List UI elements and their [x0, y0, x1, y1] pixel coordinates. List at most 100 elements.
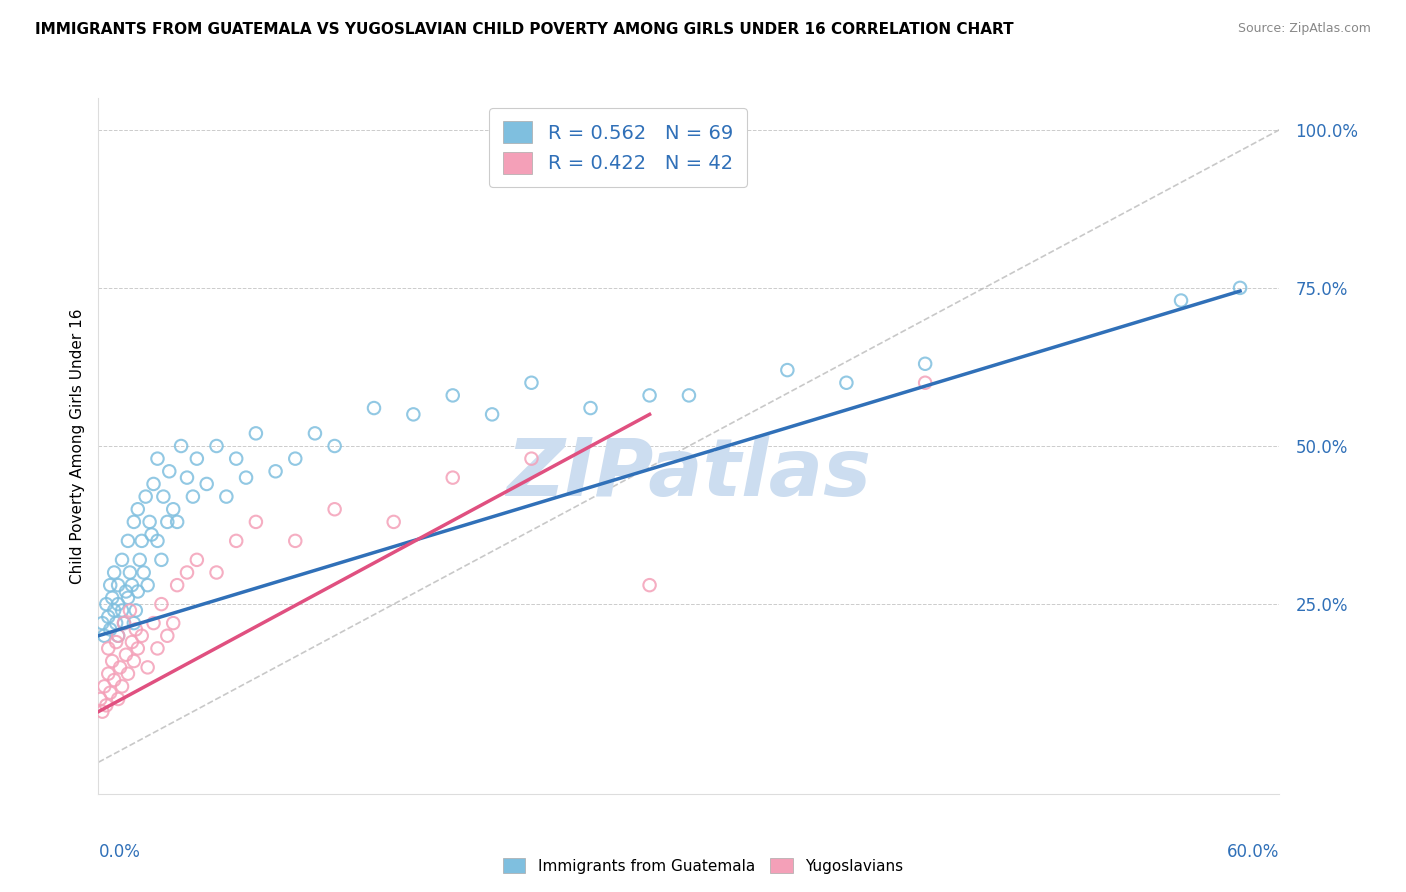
Point [166, 515, 188, 529]
Point [115, 648, 138, 662]
Point [914, 357, 936, 371]
Point [170, 439, 193, 453]
Point [107, 629, 129, 643]
Point [166, 578, 188, 592]
Point [138, 515, 160, 529]
Point [97, 666, 120, 681]
Point [776, 363, 799, 377]
Point [122, 654, 145, 668]
Point [136, 578, 159, 592]
Point [156, 515, 179, 529]
Point [121, 578, 143, 592]
Point [117, 666, 139, 681]
Point [98, 623, 121, 637]
Point [96, 597, 118, 611]
Point [111, 679, 134, 693]
Point [142, 616, 165, 631]
Text: ZIPatlas: ZIPatlas [506, 434, 872, 513]
Point [117, 533, 139, 548]
Point [176, 566, 198, 580]
Point [150, 597, 173, 611]
Point [181, 490, 204, 504]
Point [323, 502, 346, 516]
Point [235, 470, 257, 484]
Point [103, 603, 125, 617]
Point [97, 609, 120, 624]
Point [91, 705, 114, 719]
Point [441, 388, 464, 402]
Point [638, 578, 661, 592]
Point [284, 533, 307, 548]
Point [118, 603, 141, 617]
Point [441, 470, 464, 484]
Point [101, 654, 124, 668]
Point [245, 515, 267, 529]
Point [89, 692, 111, 706]
Point [678, 388, 700, 402]
Point [176, 470, 198, 484]
Point [638, 388, 661, 402]
Point [225, 533, 247, 548]
Point [125, 623, 148, 637]
Point [101, 591, 124, 605]
Point [186, 553, 208, 567]
Point [284, 451, 307, 466]
Point [914, 376, 936, 390]
Point [146, 451, 169, 466]
Point [150, 553, 173, 567]
Point [162, 502, 184, 516]
Point [112, 616, 135, 631]
Point [245, 426, 267, 441]
Point [115, 584, 138, 599]
Point [93, 629, 115, 643]
Text: 0.0%: 0.0% [98, 843, 141, 861]
Point [215, 490, 238, 504]
Point [111, 553, 134, 567]
Point [579, 401, 602, 415]
Point [131, 533, 153, 548]
Point [91, 616, 114, 631]
Point [186, 451, 208, 466]
Point [142, 477, 165, 491]
Point [121, 635, 143, 649]
Point [105, 616, 128, 631]
Point [195, 477, 218, 491]
Point [1170, 293, 1192, 308]
Point [103, 673, 125, 687]
Point [520, 376, 543, 390]
Point [136, 660, 159, 674]
Point [128, 553, 150, 567]
Point [107, 692, 129, 706]
Point [835, 376, 858, 390]
Point [108, 660, 131, 674]
Point [264, 464, 287, 478]
Point [107, 597, 129, 611]
Text: Source: ZipAtlas.com: Source: ZipAtlas.com [1237, 22, 1371, 36]
Point [118, 566, 141, 580]
Point [97, 641, 120, 656]
Point [132, 566, 155, 580]
Point [122, 616, 145, 631]
Point [156, 629, 179, 643]
Point [125, 603, 148, 617]
Point [304, 426, 326, 441]
Point [103, 566, 125, 580]
Y-axis label: Child Poverty Among Girls Under 16: Child Poverty Among Girls Under 16 [69, 309, 84, 583]
Point [98, 686, 121, 700]
Legend: Immigrants from Guatemala, Yugoslavians: Immigrants from Guatemala, Yugoslavians [496, 852, 910, 880]
Point [162, 616, 184, 631]
Point [107, 629, 129, 643]
Point [225, 451, 247, 466]
Point [363, 401, 385, 415]
Point [112, 616, 135, 631]
Point [135, 490, 157, 504]
Point [98, 578, 121, 592]
Text: 60.0%: 60.0% [1227, 843, 1279, 861]
Point [111, 603, 134, 617]
Point [107, 578, 129, 592]
Point [141, 527, 163, 541]
Point [157, 464, 180, 478]
Point [205, 439, 228, 453]
Point [146, 641, 169, 656]
Point [205, 566, 228, 580]
